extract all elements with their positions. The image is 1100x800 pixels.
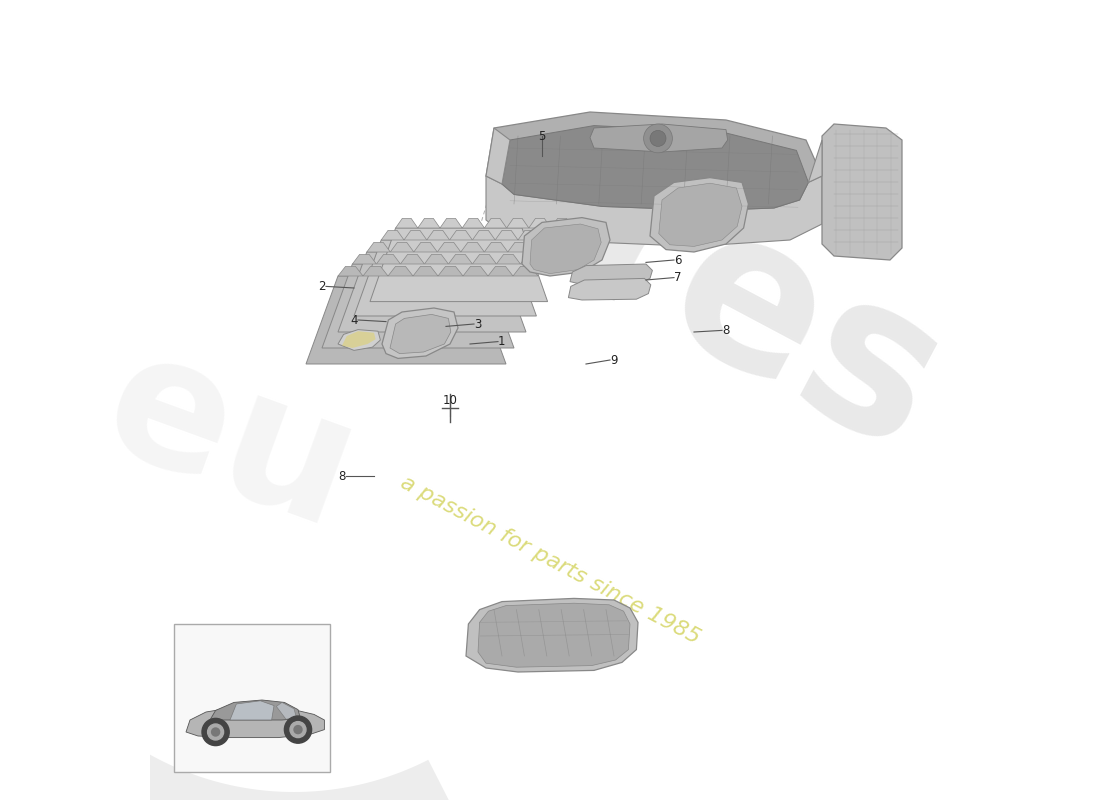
Polygon shape — [390, 314, 451, 354]
Polygon shape — [569, 278, 651, 300]
Text: 5: 5 — [538, 130, 546, 142]
Polygon shape — [484, 242, 508, 252]
Text: 10: 10 — [442, 394, 458, 406]
Text: 7: 7 — [674, 271, 682, 284]
Circle shape — [202, 718, 229, 746]
Polygon shape — [461, 242, 484, 252]
Polygon shape — [370, 228, 548, 302]
Text: 8: 8 — [722, 324, 729, 337]
Circle shape — [650, 130, 666, 146]
Polygon shape — [518, 230, 541, 240]
Polygon shape — [352, 254, 376, 264]
Polygon shape — [412, 266, 438, 276]
Polygon shape — [404, 230, 427, 240]
Text: a passion for parts since 1985: a passion for parts since 1985 — [397, 472, 703, 648]
Polygon shape — [438, 266, 463, 276]
Polygon shape — [338, 252, 526, 332]
Polygon shape — [551, 218, 573, 228]
Text: 6: 6 — [674, 254, 682, 266]
Polygon shape — [462, 218, 484, 228]
Polygon shape — [478, 603, 630, 667]
Polygon shape — [425, 254, 449, 264]
Polygon shape — [0, 595, 483, 800]
Polygon shape — [322, 264, 514, 348]
Text: 2: 2 — [319, 280, 326, 293]
Polygon shape — [508, 242, 531, 252]
Circle shape — [208, 724, 223, 740]
Polygon shape — [531, 242, 554, 252]
Text: 9: 9 — [610, 354, 617, 366]
Polygon shape — [541, 230, 563, 240]
Circle shape — [211, 728, 220, 736]
Polygon shape — [363, 266, 388, 276]
Polygon shape — [486, 176, 822, 246]
Polygon shape — [472, 254, 496, 264]
Polygon shape — [210, 700, 300, 720]
Text: 4: 4 — [351, 314, 358, 326]
Polygon shape — [366, 242, 390, 252]
Polygon shape — [338, 266, 363, 276]
Polygon shape — [486, 112, 822, 216]
Circle shape — [285, 716, 311, 743]
Polygon shape — [513, 266, 538, 276]
Polygon shape — [438, 242, 461, 252]
Text: 1: 1 — [498, 335, 506, 348]
Polygon shape — [822, 124, 902, 260]
Polygon shape — [440, 218, 462, 228]
Polygon shape — [529, 218, 551, 228]
Polygon shape — [520, 254, 544, 264]
Polygon shape — [450, 230, 472, 240]
Polygon shape — [570, 264, 652, 285]
Polygon shape — [390, 242, 414, 252]
Text: 3: 3 — [474, 318, 482, 330]
Polygon shape — [400, 254, 425, 264]
Polygon shape — [502, 126, 808, 210]
Polygon shape — [414, 242, 438, 252]
Polygon shape — [276, 702, 296, 719]
Polygon shape — [808, 140, 822, 182]
Text: res: res — [541, 138, 975, 502]
Polygon shape — [488, 266, 513, 276]
Polygon shape — [418, 218, 440, 228]
Polygon shape — [522, 218, 611, 276]
Polygon shape — [388, 266, 412, 276]
Polygon shape — [463, 266, 488, 276]
Polygon shape — [427, 230, 450, 240]
Polygon shape — [530, 224, 602, 274]
Polygon shape — [230, 701, 274, 720]
Polygon shape — [507, 218, 529, 228]
Polygon shape — [354, 240, 537, 316]
Circle shape — [290, 722, 306, 738]
Text: eu: eu — [82, 314, 378, 566]
Polygon shape — [472, 230, 495, 240]
Polygon shape — [382, 308, 458, 358]
Polygon shape — [449, 254, 472, 264]
Circle shape — [294, 726, 302, 734]
Polygon shape — [650, 178, 748, 252]
FancyBboxPatch shape — [174, 624, 330, 772]
Polygon shape — [486, 128, 510, 184]
Polygon shape — [466, 598, 638, 672]
Polygon shape — [338, 330, 381, 350]
Circle shape — [644, 124, 672, 153]
Polygon shape — [186, 707, 324, 738]
Polygon shape — [342, 331, 375, 348]
Polygon shape — [306, 276, 506, 364]
Polygon shape — [376, 254, 400, 264]
Polygon shape — [382, 230, 404, 240]
Polygon shape — [590, 124, 727, 152]
Polygon shape — [659, 183, 742, 246]
Polygon shape — [495, 230, 518, 240]
Polygon shape — [484, 218, 507, 228]
Polygon shape — [496, 254, 520, 264]
Text: 8: 8 — [339, 470, 346, 482]
Polygon shape — [396, 218, 418, 228]
